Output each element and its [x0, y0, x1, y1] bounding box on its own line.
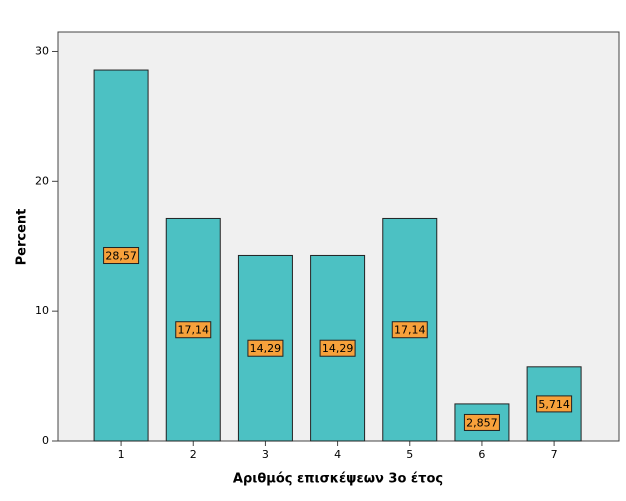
value-label: 2,857 [466, 416, 498, 429]
y-tick-label: 20 [35, 174, 49, 187]
value-label-box [391, 321, 428, 339]
y-axis-title: Percent [15, 209, 30, 266]
x-tick-label: 4 [334, 448, 341, 461]
value-label-box [319, 339, 356, 357]
value-label: 14,29 [250, 342, 282, 355]
value-label: 28,57 [105, 250, 137, 263]
y-tick-label: 0 [42, 434, 49, 447]
x-tick-label: 7 [551, 448, 558, 461]
x-tick-label: 3 [262, 448, 269, 461]
x-axis-title: Αριθμός επισκέψεων 3ο έτος [233, 472, 443, 487]
value-label: 17,14 [178, 324, 210, 337]
value-label: 5,714 [538, 398, 570, 411]
x-tick-label: 2 [190, 448, 197, 461]
value-label-box [103, 247, 140, 265]
value-label: 17,14 [394, 324, 426, 337]
y-tick-label: 10 [35, 304, 49, 317]
x-tick-label: 6 [478, 448, 485, 461]
value-label: 14,29 [322, 342, 354, 355]
value-label-box [175, 321, 212, 339]
x-tick-label: 5 [406, 448, 413, 461]
value-label-box [463, 413, 500, 431]
y-tick-label: 30 [35, 44, 49, 57]
x-tick-label: 1 [118, 448, 125, 461]
value-label-box [247, 339, 284, 357]
value-label-box [536, 395, 573, 413]
